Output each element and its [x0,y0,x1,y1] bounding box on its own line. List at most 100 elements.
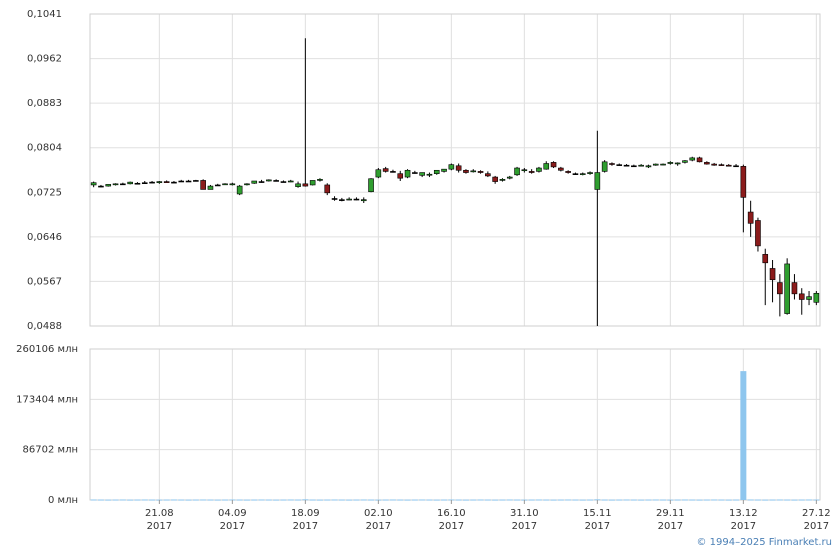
candle-body [711,163,717,166]
y-tick-label: 0,0567 [27,276,62,287]
volume-bar [740,371,747,500]
volume-bar [747,499,754,501]
volume-bar [222,499,229,501]
candle-body [120,183,126,186]
volume-bar [338,499,345,501]
volume-bar [419,499,426,501]
candle-body [426,173,433,176]
volume-bar [411,499,418,501]
candle-body [506,176,513,179]
x-tick-year: 2017 [439,521,464,532]
volume-bar [806,499,813,501]
volume-bar [251,499,258,501]
candle-body [266,179,272,182]
y-tick-label: 0,0488 [27,321,62,332]
candle-body [550,162,557,168]
candle-body [528,171,535,173]
candle-body [755,220,761,247]
candle-body [251,180,258,184]
candle-body [543,163,550,170]
volume-bar [550,499,557,501]
volume-bar [389,499,396,501]
volume-bar [273,499,280,501]
plot-frame [89,13,821,327]
volume-bar [353,499,360,501]
volume-bar [97,499,104,501]
volume-bar [433,499,440,501]
candle-body [324,184,331,194]
candle-body [594,172,601,190]
volume-bar [258,499,265,501]
candle-body [390,171,396,173]
candle-body [791,282,798,295]
volume-bar [192,499,199,501]
candle-body [477,171,484,173]
candle-body [674,162,681,165]
x-tick-date: 02.10 [364,508,393,519]
volume-bar [127,499,134,501]
candle-body [273,180,279,182]
volume-bar [652,499,659,501]
candle-body [280,181,287,183]
candle-body [784,263,790,314]
candle-body [185,180,192,183]
candle-body [163,181,170,183]
y-tick-label: 173404 млн [16,394,78,405]
volume-bar [470,499,477,501]
y-tick-label: 86702 млн [23,445,78,456]
volume-bar [207,499,214,501]
volume-bar [229,499,236,501]
candle-body [623,164,630,167]
volume-bar [134,499,141,501]
candle-body [689,157,696,161]
volume-bar [404,499,411,501]
volume-bar [718,499,725,501]
volume-bar [681,499,688,501]
candle-body [455,165,462,171]
volume-bar [528,499,535,501]
volume-bar [645,499,652,501]
candle-body [171,181,177,184]
candle-body [565,171,571,173]
candle-body [704,162,710,165]
candle-body [404,169,411,178]
candle-body [463,169,469,173]
volume-bar [455,499,462,501]
candle-body [762,254,769,264]
candle-body [112,183,119,186]
volume-bar [769,499,776,501]
x-tick-date: 15.11 [583,508,612,519]
candle-body [696,157,703,163]
candle-body [492,176,498,182]
candle-body [448,164,455,170]
candle-body [747,211,754,224]
candle-body [798,293,805,300]
x-tick-date: 04.09 [218,508,247,519]
x-tick-date: 29.11 [656,508,685,519]
candle-body [302,183,309,187]
volume-bar [265,499,272,501]
candle-body [769,268,776,281]
candle-body [616,164,623,166]
candle-body [806,296,812,300]
plot-frame [89,348,821,501]
candle-body [536,167,542,172]
volume-bar [309,499,316,501]
volume-bar [382,499,389,501]
volume-bar [638,499,645,501]
volume-bar [287,499,294,501]
x-tick-date: 18.09 [291,508,320,519]
volume-bar [776,499,783,501]
volume-bar [514,499,521,501]
y-tick-label: 0,0646 [27,232,62,243]
volume-bar [762,499,769,501]
x-tick-year: 2017 [512,521,537,532]
volume-bar [90,499,97,501]
candle-body [90,182,97,186]
x-tick-year: 2017 [731,521,756,532]
candle-body [317,179,323,181]
candle-body [222,183,228,186]
x-tick-year: 2017 [147,521,172,532]
volume-bar [185,499,192,501]
